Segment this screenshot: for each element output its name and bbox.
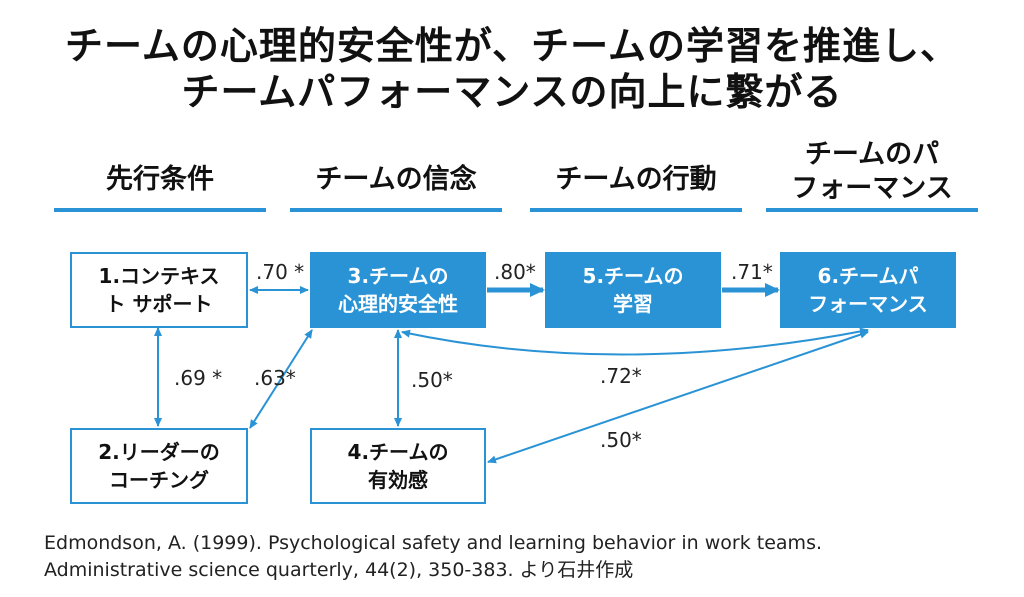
column-underline-team-beliefs xyxy=(290,208,502,212)
column-underline-antecedents xyxy=(54,208,266,212)
arrow-coaching-to-safety xyxy=(249,329,313,429)
box-leader-coaching: 2.リーダーの コーチング xyxy=(70,428,248,504)
column-header-antecedents: 先行条件 xyxy=(106,164,214,195)
arrow-safety-to-performance xyxy=(401,327,869,356)
coef-coaching-safety: .63* xyxy=(254,366,296,390)
box-psychological-safety: 3.チームの 心理的安全性 xyxy=(310,252,486,328)
coef-safety-performance: .72* xyxy=(600,364,642,388)
column-underline-team-behavior xyxy=(530,208,742,212)
citation-line-2: Administrative science quarterly, 44(2),… xyxy=(44,559,634,581)
coef-context-safety: .70 * xyxy=(256,260,305,284)
column-header-team-beliefs: チームの信念 xyxy=(315,164,477,195)
box-context-support: 1.コンテキス ト サポート xyxy=(70,252,248,328)
box-team-learning: 5.チームの 学習 xyxy=(545,252,721,328)
title-line-2: チームパフォーマンスの向上に繋がる xyxy=(181,70,843,114)
arrow-efficacy-to-performance xyxy=(487,330,869,464)
column-header-team-performance: チームのパ フォーマンス xyxy=(791,139,953,204)
title-line-1: チームの心理的安全性が、チームの学習を推進し、 xyxy=(65,24,959,68)
coef-context-coaching: .69 * xyxy=(174,366,223,390)
coef-efficacy-performance: .50* xyxy=(600,428,642,452)
box-team-efficacy: 4.チームの 有効感 xyxy=(310,428,486,504)
box-team-performance: 6.チームパ フォーマンス xyxy=(780,252,956,328)
citation-line-1: Edmondson, A. (1999). Psychological safe… xyxy=(44,532,823,554)
coef-safety-learning: .80* xyxy=(494,260,536,284)
column-header-team-behavior: チームの行動 xyxy=(555,164,717,195)
coef-safety-efficacy: .50* xyxy=(411,368,453,392)
column-underline-team-performance xyxy=(766,208,978,212)
coef-learning-performance: .71* xyxy=(731,260,773,284)
